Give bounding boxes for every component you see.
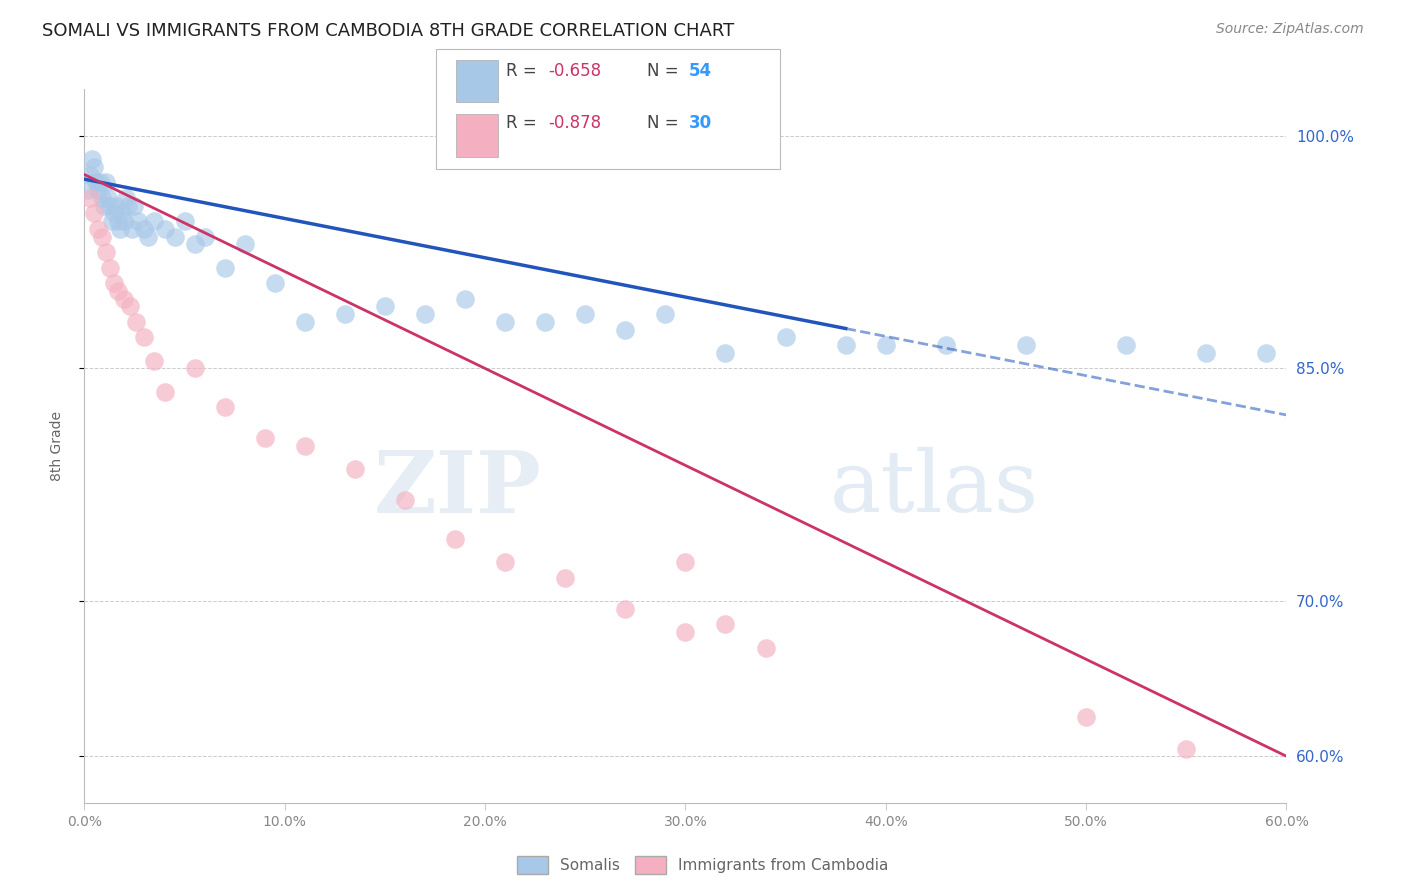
Point — [444, 532, 467, 546]
Point — [714, 346, 737, 360]
Point — [96, 245, 118, 260]
Point — [163, 229, 186, 244]
Point — [835, 338, 858, 352]
Point — [194, 229, 217, 244]
Point — [1076, 710, 1098, 724]
Text: -0.878: -0.878 — [548, 114, 602, 132]
Text: R =: R = — [506, 62, 543, 80]
Point — [114, 214, 135, 228]
Point — [675, 625, 697, 640]
Point — [333, 307, 356, 321]
Point — [91, 229, 114, 244]
Point — [183, 361, 205, 376]
Point — [111, 206, 134, 220]
Point — [143, 353, 166, 368]
Point — [494, 315, 516, 329]
Point — [183, 237, 205, 252]
Point — [143, 214, 166, 228]
Point — [79, 168, 101, 182]
Point — [100, 198, 122, 212]
Point — [574, 307, 596, 321]
Point — [214, 260, 236, 275]
Point — [233, 237, 256, 252]
Point — [413, 307, 436, 321]
Point — [1256, 346, 1278, 360]
Point — [214, 401, 236, 415]
Point — [654, 307, 676, 321]
Text: N =: N = — [647, 114, 683, 132]
Text: SOMALI VS IMMIGRANTS FROM CAMBODIA 8TH GRADE CORRELATION CHART: SOMALI VS IMMIGRANTS FROM CAMBODIA 8TH G… — [42, 22, 734, 40]
Point — [554, 571, 576, 585]
Point — [77, 183, 100, 197]
Point — [86, 175, 108, 189]
Point — [394, 493, 416, 508]
Point — [494, 555, 516, 569]
Point — [79, 191, 101, 205]
Point — [1195, 346, 1218, 360]
Point — [97, 191, 120, 205]
Point — [105, 198, 128, 212]
Point — [153, 384, 176, 399]
Point — [83, 160, 105, 174]
Point — [117, 198, 139, 212]
Point — [1115, 338, 1137, 352]
Legend: Somalis, Immigrants from Cambodia: Somalis, Immigrants from Cambodia — [512, 850, 894, 880]
Point — [294, 439, 316, 453]
Text: ZIP: ZIP — [374, 447, 541, 531]
Point — [87, 183, 110, 197]
Point — [87, 222, 110, 236]
Point — [83, 206, 105, 220]
Point — [675, 555, 697, 569]
Point — [82, 152, 104, 166]
Point — [935, 338, 957, 352]
Point — [91, 191, 114, 205]
Point — [755, 640, 778, 655]
Point — [89, 175, 111, 189]
Point — [121, 222, 143, 236]
Point — [614, 602, 637, 616]
Point — [110, 222, 132, 236]
Point — [96, 175, 118, 189]
Point — [714, 617, 737, 632]
Point — [124, 198, 146, 212]
Point — [253, 431, 276, 445]
Point — [103, 206, 125, 220]
Point — [138, 229, 160, 244]
Point — [263, 276, 285, 290]
Point — [134, 330, 156, 344]
Point — [100, 260, 122, 275]
Point — [114, 292, 135, 306]
Point — [115, 191, 138, 205]
Point — [1175, 741, 1198, 756]
Point — [153, 222, 176, 236]
Point — [101, 214, 124, 228]
Point — [103, 276, 125, 290]
Point — [875, 338, 897, 352]
Point — [125, 315, 148, 329]
Point — [93, 198, 115, 212]
Text: -0.658: -0.658 — [548, 62, 602, 80]
Point — [343, 462, 366, 476]
Point — [173, 214, 195, 228]
Point — [134, 222, 156, 236]
Point — [614, 323, 637, 337]
Text: 30: 30 — [689, 114, 711, 132]
Point — [454, 292, 477, 306]
Point — [127, 214, 149, 228]
Point — [1015, 338, 1038, 352]
Text: 54: 54 — [689, 62, 711, 80]
Point — [107, 214, 129, 228]
Y-axis label: 8th Grade: 8th Grade — [49, 411, 63, 481]
Point — [120, 299, 142, 313]
Point — [534, 315, 557, 329]
Point — [374, 299, 396, 313]
Text: N =: N = — [647, 62, 683, 80]
Text: R =: R = — [506, 114, 543, 132]
Point — [107, 284, 129, 298]
Text: Source: ZipAtlas.com: Source: ZipAtlas.com — [1216, 22, 1364, 37]
Point — [775, 330, 797, 344]
Point — [294, 315, 316, 329]
Text: atlas: atlas — [830, 447, 1039, 531]
